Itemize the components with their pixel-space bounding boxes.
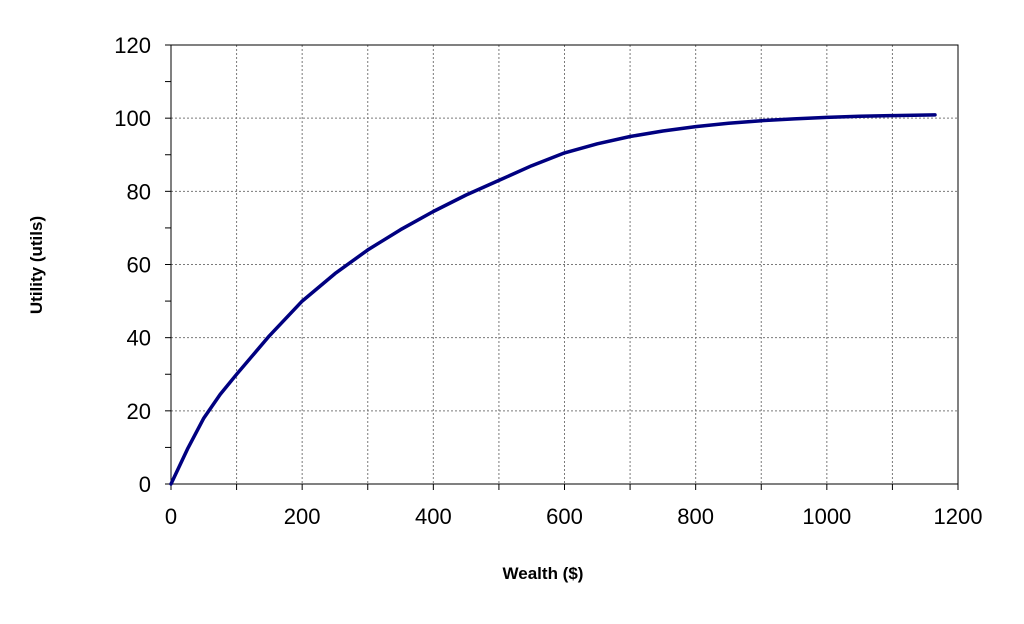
y-tick-label: 120 [114, 33, 151, 58]
y-tick-label: 80 [127, 179, 151, 204]
y-tick-label: 100 [114, 106, 151, 131]
axes [165, 44, 959, 490]
x-tick-label: 1000 [802, 504, 851, 529]
gridlines [171, 45, 958, 484]
series-layer [169, 113, 937, 486]
x-tick-label: 400 [415, 504, 452, 529]
y-tick-label: 20 [127, 399, 151, 424]
x-tick-label: 1200 [934, 504, 983, 529]
y-tick-label: 0 [139, 472, 151, 497]
x-tick-label: 600 [546, 504, 583, 529]
series-line-utility-curve [169, 113, 937, 486]
y-axis-title: Utility (utils) [27, 216, 46, 314]
x-tick-label: 200 [284, 504, 321, 529]
x-tick-label: 800 [677, 504, 714, 529]
x-tick-label: 0 [165, 504, 177, 529]
y-tick-label: 40 [127, 326, 151, 351]
y-tick-label: 60 [127, 253, 151, 278]
x-axis-title: Wealth ($) [503, 564, 584, 583]
